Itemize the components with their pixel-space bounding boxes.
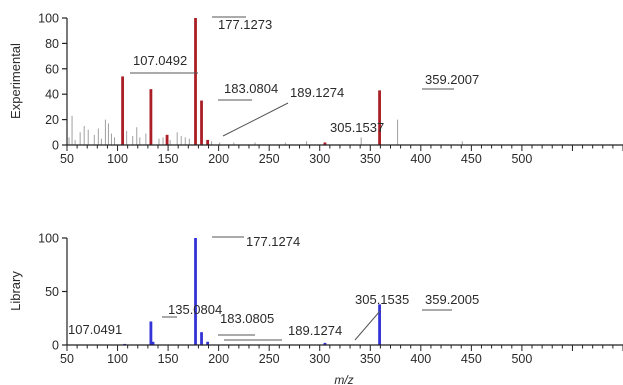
experimental-peak-bar (149, 89, 153, 145)
experimental-peak-bar (206, 139, 210, 145)
experimental-label-leader (222, 102, 289, 137)
experimental-x-tick-label: 200 (208, 152, 229, 166)
library-x-tick-label: 350 (360, 352, 381, 366)
experimental-y-axis-label: Experimental (8, 43, 23, 119)
experimental-peak-bar (200, 100, 203, 145)
experimental-x-tick-label: 100 (107, 152, 128, 166)
experimental-y-tick-label: 80 (45, 37, 59, 51)
experimental-x-tick-label: 400 (410, 152, 431, 166)
experimental-y-tick-label: 20 (45, 113, 59, 127)
library-x-tick-label: 300 (309, 352, 330, 366)
library-x-tick-label: 150 (158, 352, 179, 366)
experimental-y-tick-label: 100 (38, 12, 59, 26)
experimental-x-tick-label: 350 (360, 152, 381, 166)
experimental-peak-bar (194, 18, 197, 145)
experimental-x-tick-label: 50 (60, 152, 74, 166)
library-peak-bar (149, 321, 153, 345)
library-label-leader (354, 310, 381, 341)
library-peak-label: 189.1274 (288, 323, 342, 338)
experimental-x-tick-label: 500 (511, 152, 532, 166)
experimental-x-tick-label: 250 (259, 152, 280, 166)
library-peak-bar (378, 304, 381, 345)
experimental-y-tick-label: 0 (52, 139, 59, 153)
library-y-tick-label: 100 (38, 232, 59, 246)
x-axis-label: m/z (334, 373, 353, 385)
library-x-tick-label: 50 (60, 352, 74, 366)
experimental-peak-label: 359.2007 (425, 72, 479, 87)
experimental-peak-label: 189.1274 (290, 85, 344, 100)
library-peak-label: 305.1535 (355, 292, 409, 307)
experimental-y-tick-label: 60 (45, 62, 59, 76)
library-x-tick-label: 250 (259, 352, 280, 366)
library-y-axis-label: Library (8, 271, 23, 311)
experimental-y-tick-label: 40 (45, 88, 59, 102)
experimental-x-tick-label: 150 (158, 152, 179, 166)
library-peak-label: 107.0491 (68, 322, 122, 337)
experimental-peak-label: 183.0804 (224, 81, 278, 96)
library-peak-bar (206, 341, 210, 345)
library-peak-bar (200, 332, 203, 345)
experimental-x-tick-label: 300 (309, 152, 330, 166)
experimental-peak-bar (323, 142, 327, 145)
experimental-peak-label: 107.0492 (133, 53, 187, 68)
experimental-peak-bar (165, 134, 169, 145)
library-peak-bar (194, 238, 197, 345)
library-y-tick-label: 50 (45, 285, 59, 299)
experimental-peak-label: 305.1537 (330, 120, 384, 135)
library-x-tick-label: 200 (208, 352, 229, 366)
library-peak-label: 183.0805 (220, 311, 274, 326)
library-peak-bar (323, 342, 327, 345)
library-peak-bar (151, 341, 155, 345)
library-peak-label: 359.2005 (425, 292, 479, 307)
library-y-tick-label: 0 (52, 339, 59, 353)
experimental-peak-bar (378, 90, 381, 145)
experimental-peak-bar (121, 76, 124, 145)
library-x-tick-label: 500 (511, 352, 532, 366)
library-x-tick-label: 100 (107, 352, 128, 366)
experimental-panel: Experimental 0 20 40 60 80 100 50 100 150 200 250 30… (8, 12, 623, 166)
library-peak-label: 177.1274 (246, 234, 300, 249)
experimental-x-tick-label: 450 (461, 152, 482, 166)
experimental-peak-label: 177.1273 (218, 17, 272, 32)
library-x-tick-label: 400 (410, 352, 431, 366)
library-x-tick-label: 450 (461, 352, 482, 366)
library-peak-label: 135.0804 (168, 302, 222, 317)
